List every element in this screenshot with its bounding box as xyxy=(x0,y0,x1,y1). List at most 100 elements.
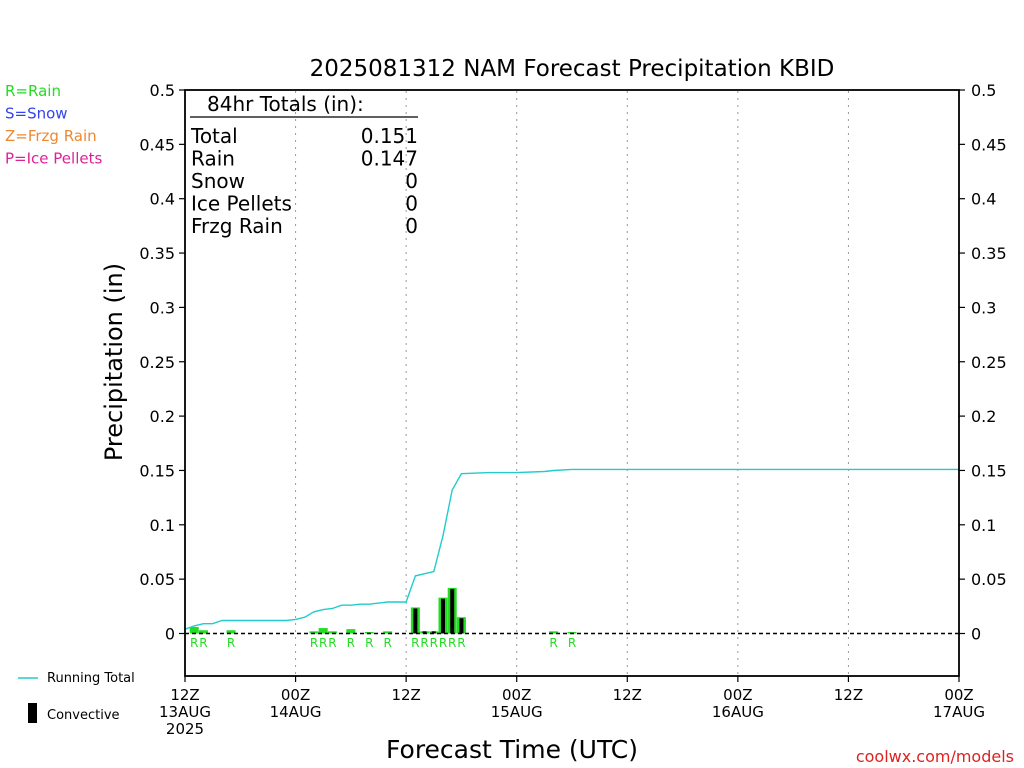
precip-type-legend: R=Rain S=Snow Z=Frzg Rain P=Ice Pellets xyxy=(5,82,102,168)
y-tick-label-right: 0.4 xyxy=(971,190,996,209)
y-axis-ticks: 0 00.05 0.050.1 0.10.15 0.150.2 0.20.25 0.250.… xyxy=(139,81,1006,644)
totals-row-label: Frzg Rain xyxy=(191,214,283,238)
y-tick-label-right: 0.05 xyxy=(971,570,1007,589)
x-tick-label: 12Z xyxy=(391,686,420,704)
precip-type-label: R xyxy=(411,636,419,650)
precip-bar xyxy=(189,626,199,634)
x-tick-label: 16AUG xyxy=(712,703,764,721)
precip-type-legend-item: Z=Frzg Rain xyxy=(5,127,97,145)
y-tick-label-left: 0 xyxy=(165,625,175,644)
totals-row-label: Snow xyxy=(191,169,245,193)
chart-title: 2025081312 NAM Forecast Precipitation KB… xyxy=(310,56,835,82)
precip-bar xyxy=(309,631,319,634)
y-tick-label-left: 0.35 xyxy=(139,244,175,263)
precip-type-label: R xyxy=(457,636,465,650)
totals-row-label: Rain xyxy=(191,147,235,171)
y-tick-label-left: 0.1 xyxy=(150,516,175,535)
precip-type-legend-item: P=Ice Pellets xyxy=(5,150,102,168)
precip-bar xyxy=(318,628,328,634)
precip-type-label: R xyxy=(199,636,207,650)
y-tick-label-left: 0.25 xyxy=(139,353,175,372)
y-tick-label-left: 0.3 xyxy=(150,298,175,317)
y-tick-label-right: 0 xyxy=(971,625,981,644)
y-axis-label: Precipitation (in) xyxy=(100,263,128,461)
totals-row-value: 0.147 xyxy=(361,147,418,171)
precip-type-label: R xyxy=(347,636,355,650)
y-tick-label-right: 0.15 xyxy=(971,461,1007,480)
convective-bar xyxy=(441,598,445,634)
y-tick-label-right: 0.25 xyxy=(971,353,1007,372)
totals-row-label: Total xyxy=(190,124,238,148)
precip-bar xyxy=(346,629,356,634)
x-tick-label: 14AUG xyxy=(270,703,322,721)
y-tick-label-left: 0.15 xyxy=(139,461,175,480)
y-tick-label-left: 0.05 xyxy=(139,570,175,589)
x-tick-label: 12Z xyxy=(834,686,863,704)
precip-type-label: R xyxy=(328,636,336,650)
precip-type-label: R xyxy=(568,636,576,650)
x-tick-label: 15AUG xyxy=(491,703,543,721)
precip-type-legend-item: R=Rain xyxy=(5,82,61,100)
running-total-legend-label: Running Total xyxy=(47,671,135,686)
y-tick-label-right: 0.35 xyxy=(971,244,1007,263)
precip-type-label: R xyxy=(448,636,456,650)
x-tick-label: 12Z xyxy=(613,686,642,704)
totals-row-value: 0.151 xyxy=(361,124,418,148)
series-legend: Running Total Convective xyxy=(18,671,135,723)
x-tick-label: 13AUG xyxy=(159,703,211,721)
precip-type-label: R xyxy=(310,636,318,650)
totals-heading: 84hr Totals (in): xyxy=(207,92,364,116)
totals-row-value: 0 xyxy=(405,214,418,238)
totals-box: 84hr Totals (in): Total 0.151 Rain 0.147 Sno… xyxy=(190,92,418,238)
x-tick-label: 2025 xyxy=(166,720,204,738)
plot-frame xyxy=(184,89,960,677)
precip-type-label: R xyxy=(365,636,373,650)
y-tick-label-left: 0.4 xyxy=(150,190,175,209)
precip-type-label: R xyxy=(439,636,447,650)
totals-row-value: 0 xyxy=(405,169,418,193)
x-tick-label: 17AUG xyxy=(933,703,985,721)
convective-bar xyxy=(413,608,418,634)
x-tick-label: 00Z xyxy=(944,686,973,704)
x-tick-label: 00Z xyxy=(502,686,531,704)
precip-bar xyxy=(549,631,559,634)
precip-type-label: R xyxy=(430,636,438,650)
convective-bar xyxy=(422,631,427,634)
precip-type-label: R xyxy=(190,636,198,650)
y-tick-label-right: 0.2 xyxy=(971,407,996,426)
precip-type-label: R xyxy=(549,636,557,650)
precip-type-label: R xyxy=(384,636,392,650)
totals-row-value: 0 xyxy=(405,192,418,216)
y-tick-label-right: 0.45 xyxy=(971,135,1007,154)
precip-bar xyxy=(226,630,236,634)
precip-type-legend-item: S=Snow xyxy=(5,105,68,123)
precip-type-label: R xyxy=(319,636,327,650)
precip-bars xyxy=(189,587,577,634)
precip-bar xyxy=(198,630,208,634)
y-tick-label-right: 0.5 xyxy=(971,81,996,100)
x-tick-label: 00Z xyxy=(281,686,310,704)
y-tick-label-left: 0.45 xyxy=(139,135,175,154)
precip-bar xyxy=(383,631,393,634)
convective-bar xyxy=(450,588,455,634)
y-tick-label-right: 0.3 xyxy=(971,298,996,317)
running-total-line xyxy=(184,468,959,630)
y-tick-label-right: 0.1 xyxy=(971,516,996,535)
y-tick-label-left: 0.2 xyxy=(150,407,175,426)
totals-row-label: Ice Pellets xyxy=(191,192,292,216)
y-tick-label-left: 0.5 xyxy=(150,81,175,100)
precip-type-label: R xyxy=(420,636,428,650)
x-tick-label: 12Z xyxy=(170,686,199,704)
convective-legend-label: Convective xyxy=(47,708,120,723)
vertical-gridlines xyxy=(295,91,849,676)
credit-text: coolwx.com/models xyxy=(856,747,1014,766)
precip-type-label: R xyxy=(227,636,235,650)
convective-legend-swatch xyxy=(28,703,37,723)
x-axis-label: Forecast Time (UTC) xyxy=(386,735,638,764)
convective-bar xyxy=(459,618,464,634)
convective-bar xyxy=(431,631,436,634)
totals-rows: Total 0.151 Rain 0.147 Snow 0 Ice Pellets 0 Frzg… xyxy=(190,124,418,238)
